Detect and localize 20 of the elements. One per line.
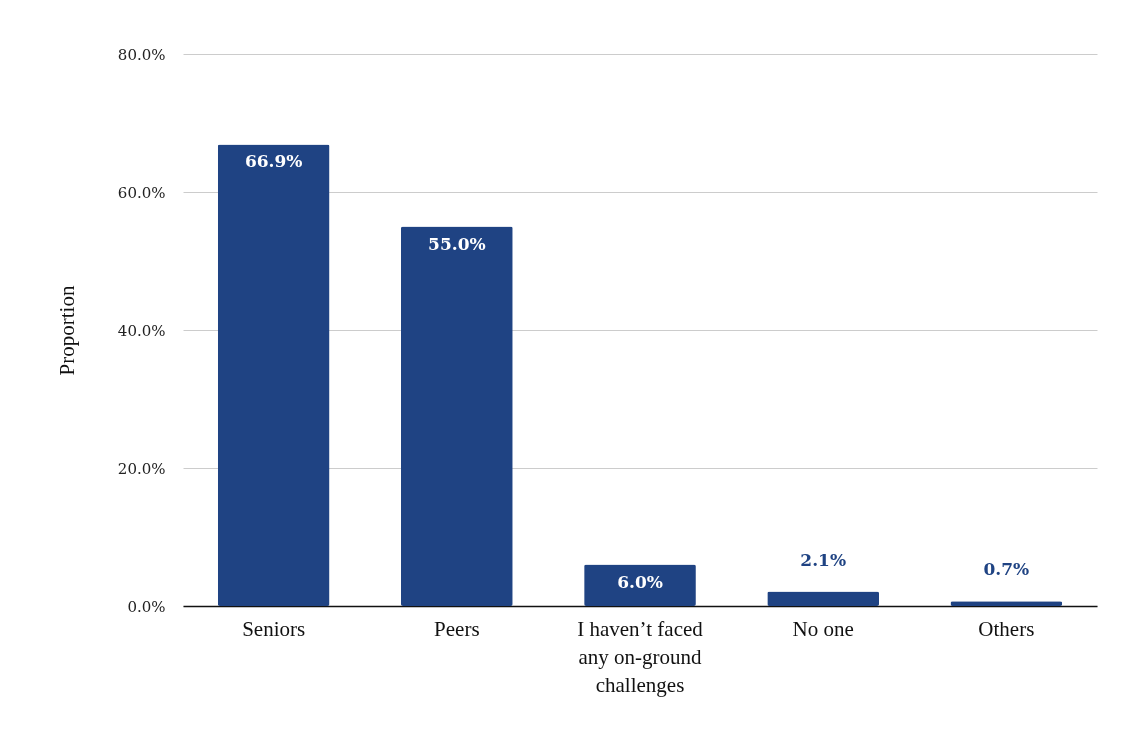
data-label: 55.0% <box>428 233 486 254</box>
x-tick-label: Peers <box>434 616 480 641</box>
data-label: 0.7% <box>983 559 1030 580</box>
bar <box>584 564 696 606</box>
bar <box>400 226 513 606</box>
data-label: 66.9% <box>244 151 303 172</box>
bar <box>217 144 330 606</box>
data-label: 6.0% <box>617 571 663 592</box>
x-tick-label: No one <box>792 616 854 641</box>
y-tick-label: 80.0% <box>117 45 166 64</box>
y-tick-label: 40.0% <box>117 321 166 340</box>
y-tick-label: 60.0% <box>117 183 166 202</box>
y-tick-label: 20.0% <box>117 459 166 478</box>
x-tick-label: I haven’t faced any on-ground challenges <box>577 616 704 697</box>
y-axis-title: Proportion <box>54 285 79 376</box>
y-tick-label: 0.0% <box>127 597 166 616</box>
x-tick-label: Others <box>978 616 1035 641</box>
x-tick-label: Seniors <box>242 616 306 641</box>
bar <box>767 591 880 606</box>
data-label: 2.1% <box>800 549 847 570</box>
